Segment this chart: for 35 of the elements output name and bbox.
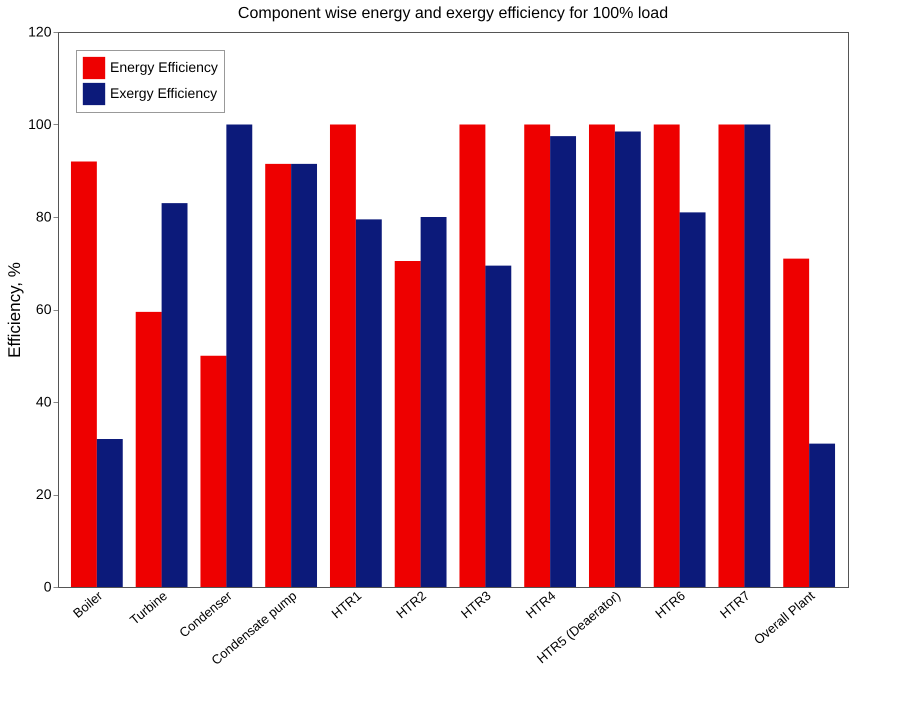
bar — [783, 258, 810, 587]
bar — [136, 312, 162, 587]
y-tick-label: 40 — [36, 394, 52, 410]
bar — [200, 356, 226, 587]
y-axis-title: Efficiency, % — [5, 262, 24, 358]
bar — [70, 162, 97, 587]
y-tick-label: 80 — [36, 208, 52, 224]
y-tick-label: 100 — [28, 116, 52, 132]
bar — [226, 124, 252, 587]
bar — [524, 124, 550, 587]
y-tick-label: 60 — [36, 301, 52, 317]
y-tick-label: 20 — [36, 486, 52, 502]
bar — [588, 124, 615, 587]
bar — [485, 266, 512, 587]
bar — [291, 164, 318, 587]
bar — [809, 444, 836, 587]
bar — [459, 124, 486, 587]
bar — [330, 124, 356, 587]
legend-label: Exergy Efficiency — [110, 85, 218, 101]
bar — [394, 260, 421, 587]
bar — [356, 219, 382, 587]
legend-label: Energy Efficiency — [110, 59, 218, 75]
bar — [265, 164, 292, 587]
bar — [162, 203, 188, 587]
bar — [420, 217, 447, 587]
y-tick-label: 0 — [44, 578, 52, 594]
bar — [744, 124, 770, 587]
bar — [718, 124, 744, 587]
bar — [680, 212, 706, 587]
y-tick-label: 120 — [28, 24, 52, 40]
bar — [614, 131, 641, 587]
bar — [550, 136, 576, 587]
bar — [96, 439, 123, 587]
bar — [654, 124, 680, 587]
chart-title: Component wise energy and exergy efficiency for 100% load — [238, 5, 668, 22]
